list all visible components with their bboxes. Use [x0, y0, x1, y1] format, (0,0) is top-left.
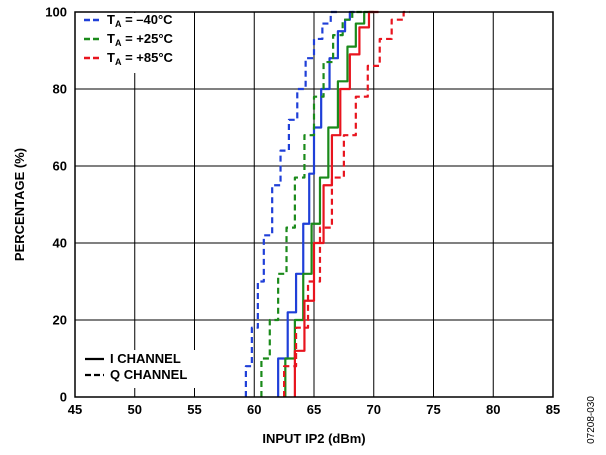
y-tick-label: 20 [53, 313, 67, 328]
y-tick-label: 0 [60, 390, 67, 405]
series-q-5 [283, 10, 410, 397]
x-tick-label: 70 [367, 402, 381, 417]
legend-temperature: TA = –40°C TA = +25°C TA = +85°C [80, 12, 192, 73]
tick-labels: 45 50 55 60 65 70 75 80 85 0 20 40 60 80 100 [45, 5, 560, 418]
x-tick-label: 85 [546, 402, 560, 417]
x-tick-label: 45 [68, 402, 82, 417]
y-tick-label: 100 [45, 5, 67, 20]
y-tick-label: 80 [53, 82, 67, 97]
x-tick-label: 80 [486, 402, 500, 417]
series-layer [244, 10, 410, 397]
legend-temperature-label: TA = –40°C [107, 12, 173, 29]
legend-channel-label: I CHANNEL [110, 351, 181, 366]
plot-frame [74, 11, 554, 398]
x-tick-label: 50 [128, 402, 142, 417]
legend-temperature-label: TA = +85°C [107, 50, 174, 67]
series-q-4 [260, 10, 362, 397]
x-tick-label: 65 [307, 402, 321, 417]
series-i-2 [293, 10, 379, 397]
series-i-1 [284, 10, 374, 397]
y-axis-label: PERCENTAGE (%) [12, 148, 27, 261]
legend-channel-bg [80, 350, 215, 388]
x-tick-label: 60 [247, 402, 261, 417]
series-q-3 [244, 10, 341, 397]
x-tick-label: 75 [426, 402, 440, 417]
figure-id: 07208-030 [586, 396, 597, 444]
legend-temperature-bg [80, 13, 192, 73]
y-tick-label: 60 [53, 159, 67, 174]
legend-channel-label: Q CHANNEL [110, 367, 187, 382]
y-tick-label: 40 [53, 236, 67, 251]
legend-temperature-label: TA = +25°C [107, 31, 174, 48]
x-axis-label: INPUT IP2 (dBm) [262, 431, 365, 446]
series-i-0 [277, 10, 355, 397]
x-tick-label: 55 [187, 402, 201, 417]
